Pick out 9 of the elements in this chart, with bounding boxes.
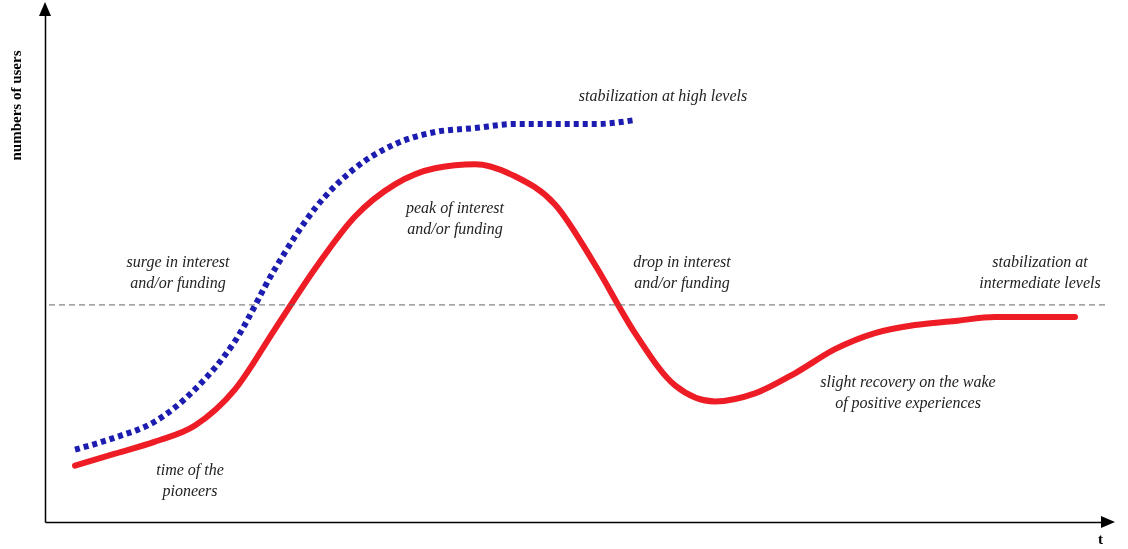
y-axis-title: numbers of users (7, 50, 24, 161)
annotation: peak of interest and/or funding (404, 199, 505, 238)
x-axis-title: t (1098, 530, 1103, 547)
annotation: stabilization at intermediate levels (979, 253, 1101, 291)
annotation: slight recovery on the wake of positive experiences (820, 373, 996, 412)
annotation: surge in interest and/or funding (126, 253, 230, 292)
annotation: drop in interest and/or funding (633, 253, 732, 292)
annotation: time of the pioneers (156, 461, 224, 500)
text: stabilization at high levels (578, 87, 748, 105)
